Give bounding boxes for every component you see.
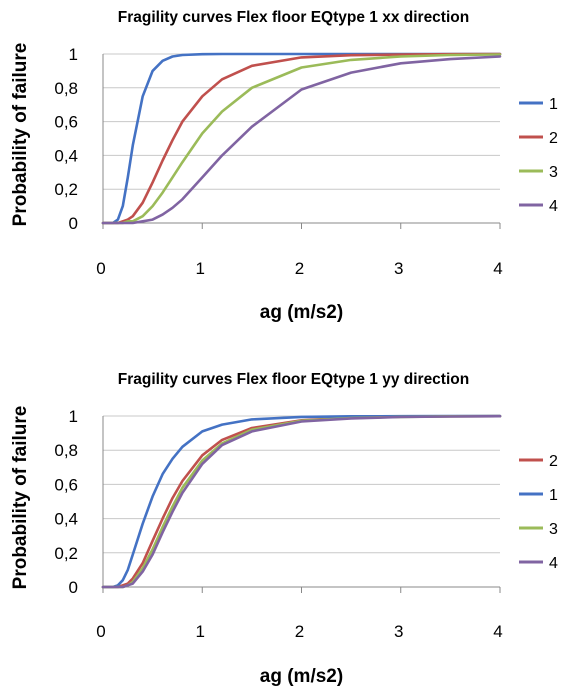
series-line-3 (101, 53, 502, 225)
x-tick-label: 4 (493, 259, 502, 278)
x-tick-label: 0 (96, 259, 105, 278)
y-tick-label: 1 (69, 45, 78, 64)
legend-label-3: 3 (549, 521, 558, 538)
chart-yy-direction: Fragility curves Flex floor EQtype 1 yy … (10, 371, 558, 687)
legend-label-2: 2 (549, 130, 558, 147)
x-axis-label: ag (m/s2) (260, 302, 343, 323)
y-axis-label: Probability of failure (10, 43, 31, 227)
legend-label-1: 1 (549, 96, 558, 113)
x-tick-label: 4 (493, 622, 502, 641)
chart-title: Fragility curves Flex floor EQtype 1 yy … (118, 371, 469, 388)
y-tick-label: 0,8 (54, 441, 78, 460)
y-tick-label: 0,2 (54, 180, 78, 199)
series-line-4 (101, 55, 502, 225)
series-line-1 (101, 414, 502, 589)
y-tick-label: 0,6 (54, 113, 78, 132)
series-line-2 (101, 414, 502, 589)
y-tick-label: 0,6 (54, 475, 78, 494)
y-tick-label: 0 (69, 214, 78, 233)
legend-label-2: 2 (549, 453, 558, 470)
series-line-4 (101, 414, 502, 589)
chart-xx-direction: Fragility curves Flex floor EQtype 1 xx … (10, 9, 558, 323)
x-tick-label: 1 (196, 259, 205, 278)
x-tick-label: 2 (295, 622, 304, 641)
series-line-1 (101, 52, 502, 225)
x-axis-label: ag (m/s2) (260, 666, 343, 687)
series-line-3 (101, 414, 502, 589)
y-tick-label: 1 (69, 407, 78, 426)
y-tick-label: 0,8 (54, 79, 78, 98)
y-tick-label: 0,4 (54, 146, 78, 165)
series-line-2 (101, 52, 502, 225)
legend-label-4: 4 (549, 198, 558, 215)
legend-label-3: 3 (549, 164, 558, 181)
x-tick-label: 3 (394, 622, 403, 641)
x-tick-label: 3 (394, 259, 403, 278)
x-tick-label: 0 (96, 622, 105, 641)
y-tick-label: 0,2 (54, 544, 78, 563)
y-tick-label: 0 (69, 578, 78, 597)
x-tick-label: 2 (295, 259, 304, 278)
legend-label-1: 1 (549, 487, 558, 504)
y-axis-label: Probability of failure (10, 406, 31, 590)
legend-label-4: 4 (549, 555, 558, 572)
chart-title: Fragility curves Flex floor EQtype 1 xx … (118, 9, 469, 26)
y-tick-label: 0,4 (54, 510, 78, 529)
x-tick-label: 1 (196, 622, 205, 641)
